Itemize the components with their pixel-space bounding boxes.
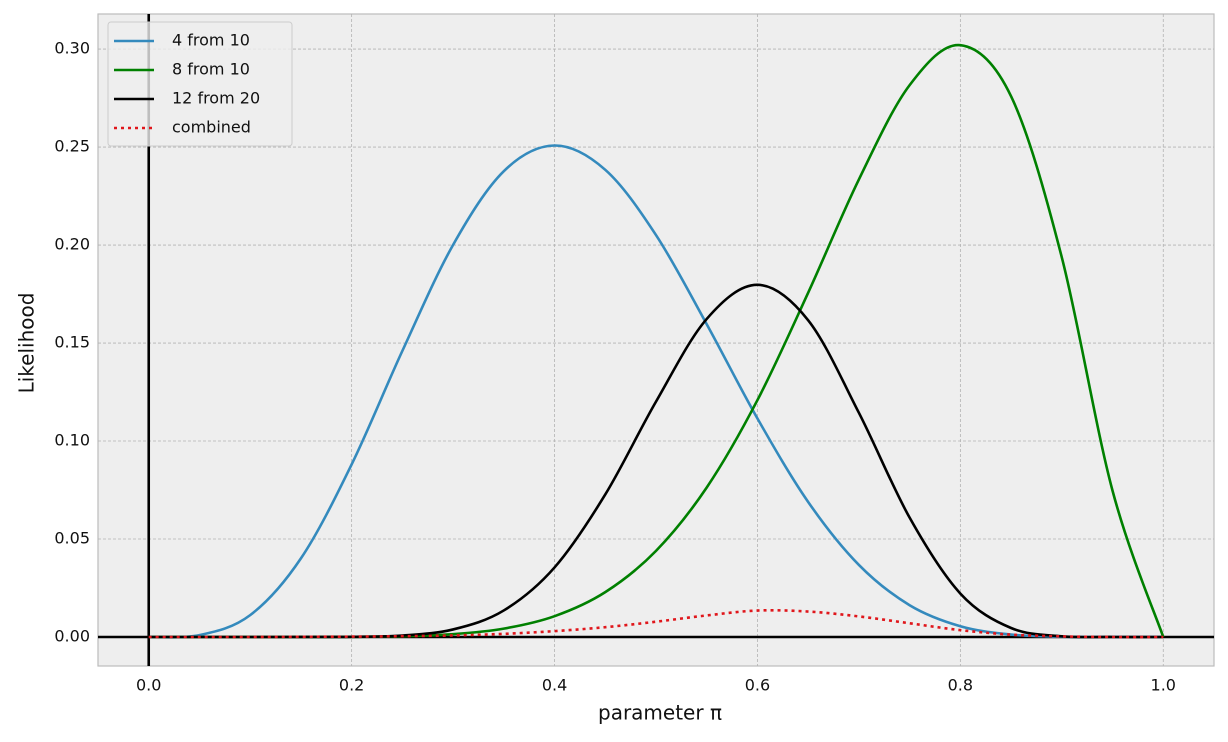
legend: 4 from 10 8 from 10 12 from 20 combined: [107, 21, 293, 147]
y-tick-label: 0.20: [54, 235, 90, 254]
legend-frame: [107, 21, 293, 147]
y-tick-label: 0.00: [54, 626, 90, 645]
legend-label: 4 from 10: [172, 31, 250, 50]
y-tick-label: 0.15: [54, 333, 90, 352]
legend-label: 8 from 10: [172, 60, 250, 79]
x-tick-label: 0.6: [745, 676, 770, 695]
x-axis-label: parameter π: [598, 701, 722, 725]
series-line: [148, 283, 1164, 639]
y-axis-label: Likelihood: [15, 293, 39, 394]
x-tick-label: 1.0: [1151, 676, 1176, 695]
x-tick-label: 0.2: [339, 676, 364, 695]
x-tick-label: 0.8: [948, 676, 973, 695]
x-tick-label: 0.0: [136, 676, 161, 695]
legend-label: combined: [172, 118, 251, 137]
y-tick-label: 0.25: [54, 137, 90, 156]
y-tick-label: 0.05: [54, 529, 90, 548]
y-tick-label: 0.30: [54, 39, 90, 58]
y-tick-label: 0.10: [54, 431, 90, 450]
series-line: [148, 144, 1164, 639]
x-tick-label: 0.4: [542, 676, 567, 695]
legend-label: 12 from 20: [172, 89, 260, 108]
